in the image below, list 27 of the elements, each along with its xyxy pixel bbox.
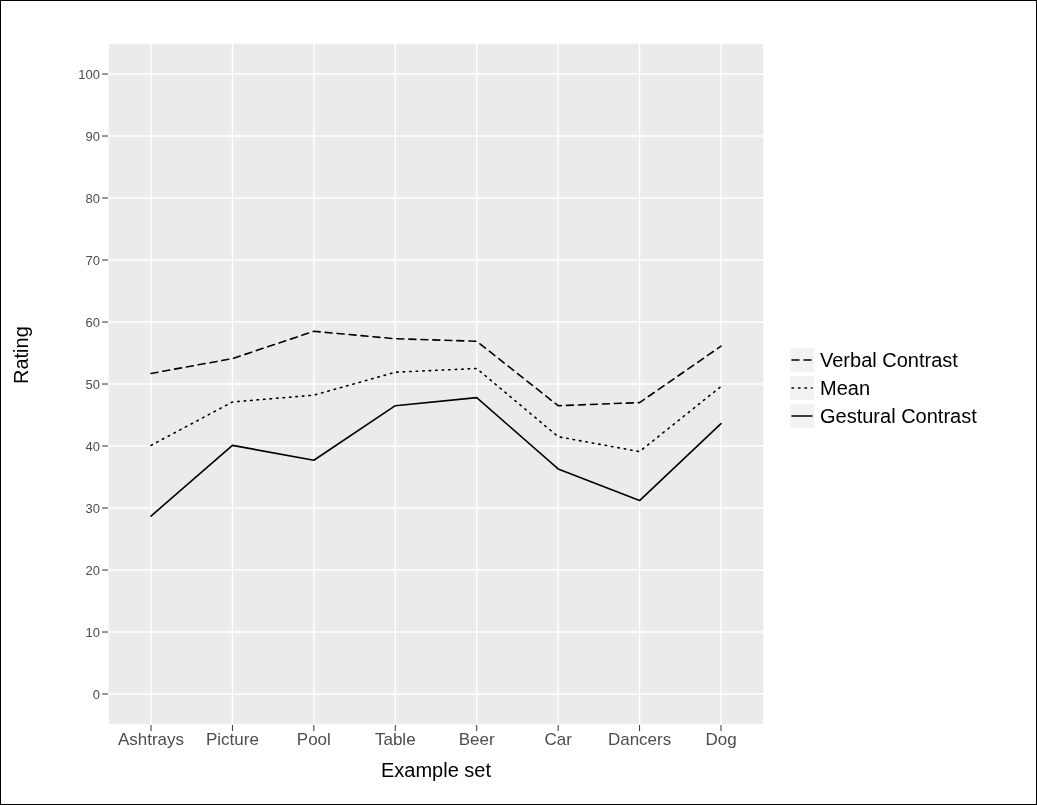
y-tick-label: 70: [85, 252, 100, 268]
legend-label: Mean: [820, 376, 871, 400]
x-axis-title: Example set: [380, 759, 492, 781]
x-tick-label: Table: [374, 730, 416, 750]
y-axis-title: Rating: [10, 326, 33, 384]
y-tick-label: 100: [78, 66, 100, 82]
line-series: [150, 367, 722, 453]
y-tick-label: 20: [85, 562, 100, 578]
legend-label: Gestural Contrast: [820, 404, 977, 428]
y-tick-label: 80: [85, 190, 100, 206]
y-tick-label: 30: [85, 500, 100, 516]
x-tick-label: Ashtrays: [117, 730, 185, 750]
y-tick-label: 40: [85, 438, 100, 454]
x-tick-label: Dancers: [607, 730, 672, 750]
y-tick-label: 50: [85, 376, 100, 392]
y-tick-label: 0: [92, 686, 100, 702]
legend-label: Verbal Contrast: [820, 348, 958, 372]
x-tick-label: Car: [544, 730, 573, 750]
x-tick-label: Picture: [205, 730, 259, 750]
line-series: [150, 330, 722, 407]
x-tick-label: Pool: [296, 730, 331, 750]
x-tick-label: Dog: [705, 730, 737, 750]
y-tick-label: 60: [85, 314, 100, 330]
y-tick-label: 10: [85, 624, 100, 640]
y-tick-label: 90: [85, 128, 100, 144]
line-series: [150, 396, 722, 517]
x-tick-label: Beer: [458, 730, 495, 750]
